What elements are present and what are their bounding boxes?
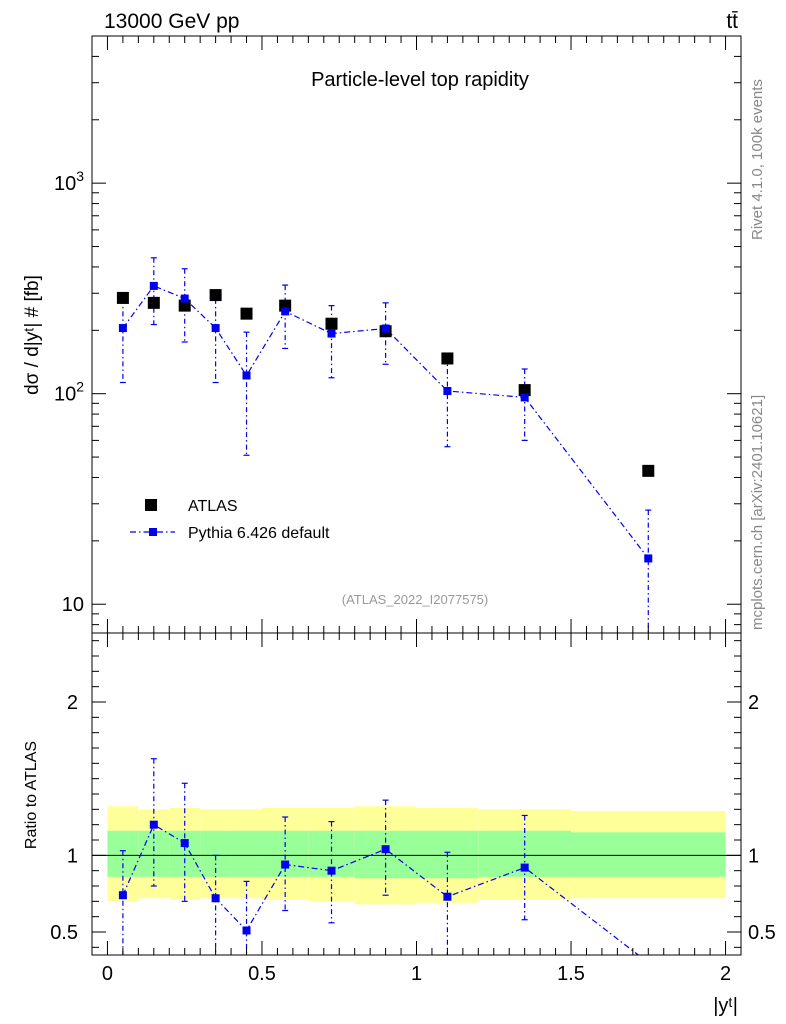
ratio-point	[281, 860, 290, 869]
ratio-point	[443, 892, 452, 901]
main-y-tick-label: 10	[62, 594, 84, 616]
legend-pythia-label: Pythia 6.426 default	[188, 525, 330, 542]
legend-atlas-label: ATLAS	[188, 498, 238, 515]
ratio-y-tick-label-right: 2	[748, 692, 759, 714]
analysis-id: (ATLAS_2022_I2077575)	[342, 592, 488, 607]
main-data	[116, 257, 655, 633]
ratio-y-tick-label-left: 1	[67, 845, 78, 867]
atlas-point	[642, 464, 655, 477]
atlas-point	[441, 352, 454, 365]
ratio-point	[520, 863, 529, 872]
source-label: mcplots.cern.ch [arXiv:2401.10621]	[749, 395, 766, 630]
ratio-x-tick-label: 0.5	[248, 963, 276, 985]
main-y-tick-label: 102	[54, 379, 84, 406]
ratio-point	[381, 845, 390, 854]
ratio-y-axis-label: Ratio to ATLAS	[23, 741, 40, 849]
pythia-point	[211, 324, 220, 333]
ratio-point	[327, 866, 336, 875]
atlas-point	[178, 299, 191, 312]
pythia-point	[242, 371, 251, 380]
ratio-point	[118, 891, 127, 900]
pythia-point	[149, 281, 158, 290]
x-axis-label: |yᵗ|	[713, 995, 738, 1017]
ratio-panel: Ratio to ATLAS 0.5 0.5 1 1 2 2 0 0.5 1 1.5 2 |yᵗ|	[23, 632, 776, 1017]
pythia-point	[381, 324, 390, 333]
atlas-point	[147, 296, 160, 309]
ratio-y-tick-label-left: 2	[67, 692, 78, 714]
ratio-point	[149, 820, 158, 829]
ratio-x-tick-label: 1.5	[557, 963, 585, 985]
pythia-point	[644, 554, 653, 563]
atlas-point	[209, 289, 222, 302]
process-label: tt̄	[726, 10, 738, 33]
atlas-point	[518, 384, 531, 397]
ratio-y-tick-label-left: 0.5	[50, 922, 78, 944]
atlas-point	[116, 291, 129, 304]
ratio-x-tick-label: 2	[720, 963, 731, 985]
pythia-point	[180, 294, 189, 303]
ratio-x-tick-label: 1	[411, 963, 422, 985]
ratio-data	[92, 758, 741, 956]
pythia-point	[443, 386, 452, 395]
inner-uncertainty-band	[571, 832, 726, 877]
pythia-point	[327, 329, 336, 338]
main-ticks: 10 102 103	[54, 35, 741, 633]
ratio-point	[242, 926, 251, 935]
rivet-label: Rivet 4.1.0, 100k events	[749, 79, 766, 240]
main-title: Particle-level top rapidity	[311, 69, 529, 91]
main-panel: Particle-level top rapidity (ATLAS_2022_…	[22, 35, 742, 634]
pythia-point	[118, 324, 127, 333]
ratio-point	[180, 839, 189, 848]
atlas-point	[325, 317, 338, 330]
ratio-y-tick-label-right: 1	[748, 845, 759, 867]
ratio-frame	[91, 632, 742, 956]
main-y-axis-label: dσ / d|yᵗ| # [fb]	[22, 275, 43, 395]
ratio-point	[211, 894, 220, 903]
pythia-point	[520, 393, 529, 402]
ratio-x-tick-label: 0	[102, 963, 113, 985]
legend: ATLAS Pythia 6.426 default	[130, 498, 330, 542]
legend-atlas-marker	[145, 499, 157, 511]
legend-pythia-marker	[149, 528, 157, 536]
pythia-point	[281, 307, 290, 316]
energy-label: 13000 GeV pp	[104, 10, 239, 33]
atlas-point	[240, 307, 253, 320]
inner-uncertainty-band	[231, 830, 262, 877]
main-frame	[91, 35, 742, 634]
ratio-y-tick-label-right: 0.5	[748, 922, 776, 944]
ratio-ticks: 0.5 0.5 1 1 2 2 0 0.5 1 1.5 2	[50, 633, 776, 985]
main-y-tick-label: 103	[54, 168, 84, 195]
